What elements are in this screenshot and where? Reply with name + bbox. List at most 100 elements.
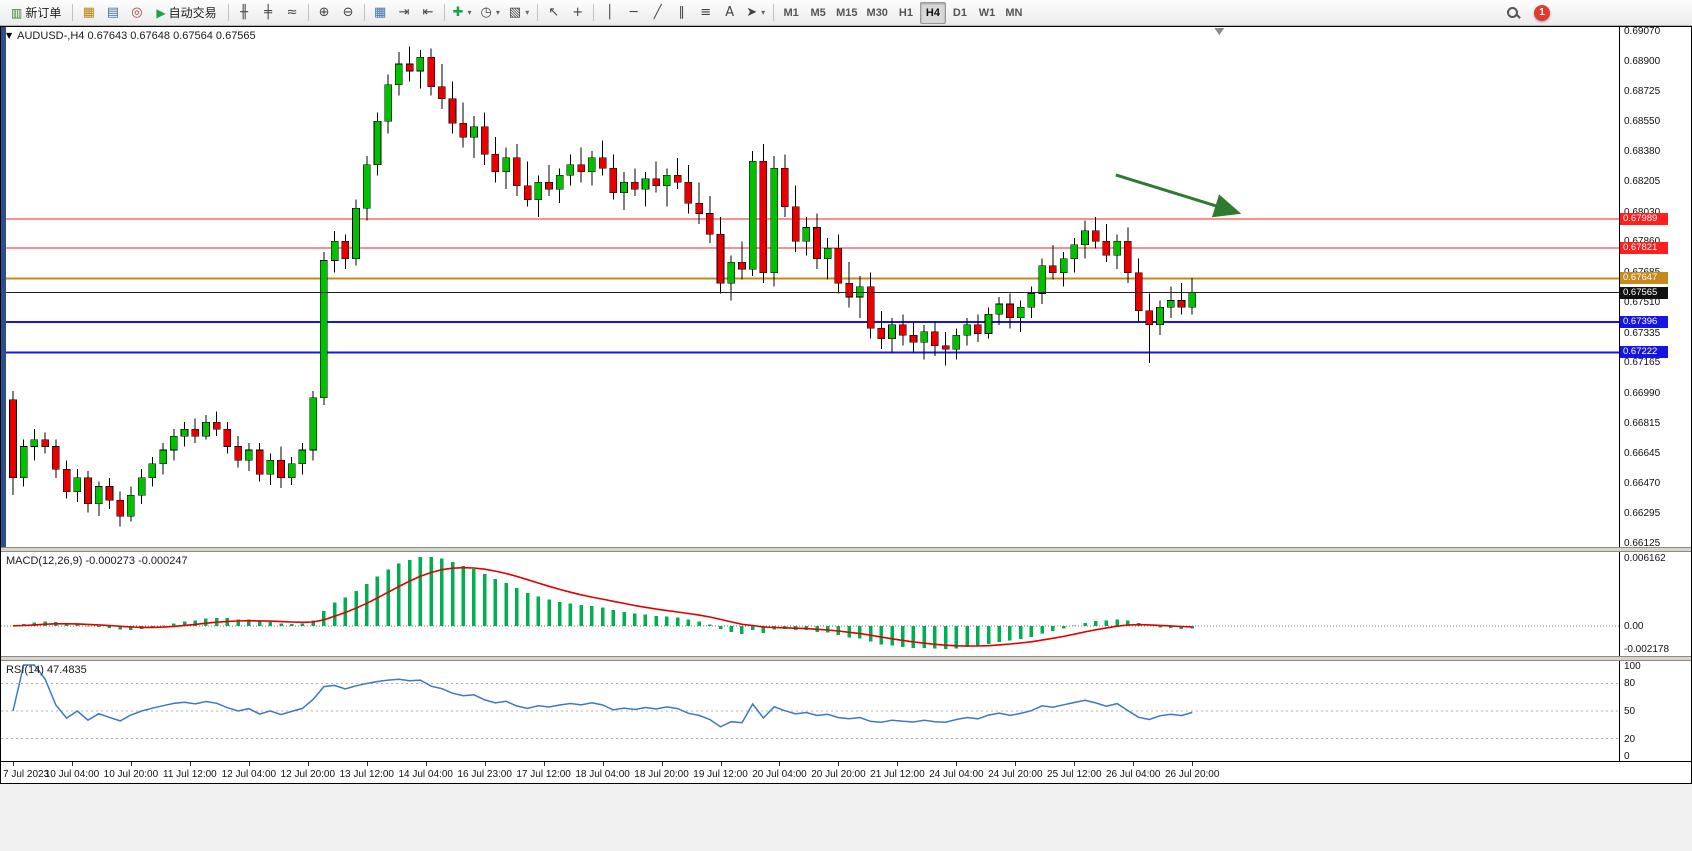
candles-layer: [9, 46, 1196, 527]
macd-axis: 0.006162 0.00 -0.002178: [1619, 552, 1691, 656]
timeframe-m15-button[interactable]: M15: [836, 6, 858, 19]
fibonacci-icon: ≡: [700, 5, 712, 20]
line-chart-button[interactable]: ≈: [281, 2, 304, 24]
channel-button[interactable]: ∥: [670, 2, 693, 24]
timeframe-m1-button[interactable]: M1: [783, 6, 799, 19]
current-price-tag: 0.67565: [1620, 286, 1668, 299]
crosshair-icon: +: [572, 5, 584, 20]
crosshair-button[interactable]: +: [566, 2, 589, 24]
price-level-tag: 0.67222: [1620, 346, 1668, 359]
time-tick: [1133, 762, 1135, 766]
time-tick: [13, 762, 14, 766]
fibonacci-button[interactable]: ≡: [694, 2, 717, 24]
time-axis-label: 17 Jul 12:00: [516, 769, 571, 780]
one-click-trading-toggle[interactable]: ▼: [6, 31, 13, 40]
time-axis-label: 12 Jul 04:00: [221, 769, 277, 780]
bar-chart-button[interactable]: ╫: [233, 2, 256, 24]
price-level-tag: 0.67821: [1620, 242, 1668, 255]
notification-badge[interactable]: 1: [1534, 4, 1550, 21]
price-chart-plot[interactable]: ▼ AUDUSD-,H4 0.67643 0.67648 0.67564 0.6…: [1, 27, 1619, 547]
auto-scroll-button[interactable]: ⇥: [393, 2, 416, 24]
templates-button[interactable]: ▧ ▾: [505, 2, 533, 24]
timeframe-m5-button[interactable]: M5: [810, 6, 826, 19]
time-axis-label: 14 Jul 04:00: [398, 769, 453, 780]
new-order-button-label: 新订单: [25, 6, 62, 20]
arrows-button[interactable]: ➤ ▾: [742, 2, 769, 24]
market-watch-button[interactable]: ◎: [125, 2, 148, 24]
time-tick: [602, 762, 604, 766]
price-axis-label: 0.68550: [1624, 116, 1661, 128]
indicators-icon: ✚: [452, 5, 464, 20]
rsi-axis-label: 0: [1624, 751, 1630, 761]
text-icon: A: [725, 5, 735, 20]
timeframe-w1-button[interactable]: W1: [978, 6, 996, 19]
timeframe-h4-button[interactable]: H4: [919, 1, 946, 24]
time-axis-label: 26 Jul 20:00: [1164, 769, 1220, 780]
time-tick: [189, 762, 191, 766]
vertical-line-icon: │: [605, 5, 614, 20]
time-tick: [956, 762, 958, 766]
toolbar: ▥ 新订单 ▦ ▤ ◎ ▶ 自动交易 ╫ ╪ ≈ ⊕ ⊖ ▦ ⇥ ⇤ ✚ ▾ ◷ ▾ ▧ ▾ ↖ + │ ─ ╱ ∥ ≡ A ➤ ▾ M1 M5…: [0, 0, 1692, 26]
toolbar-separator: [443, 4, 445, 21]
periods-button[interactable]: ◷ ▾: [477, 2, 504, 24]
time-axis-label: 24 Jul 04:00: [929, 769, 984, 780]
search-button[interactable]: [1501, 2, 1524, 24]
trend-arrow[interactable]: [1115, 173, 1242, 218]
zoom-out-button[interactable]: ⊖: [337, 2, 360, 24]
time-tick: [307, 762, 309, 766]
profiles-button[interactable]: ▤: [101, 2, 124, 24]
price-axis-label: 0.66990: [1624, 387, 1661, 399]
macd-plot[interactable]: MACD(12,26,9) -0.000273 -0.000247: [1, 552, 1619, 656]
rsi-label: RSI(14) 47.4835: [6, 664, 87, 676]
templates-icon: ▧: [508, 5, 522, 20]
candlestick-chart-icon: ╪: [264, 5, 273, 20]
price-chart-canvas[interactable]: [1, 27, 1619, 547]
price-level-tag: 0.67989: [1620, 212, 1668, 225]
rsi-plot[interactable]: RSI(14) 47.4835: [1, 661, 1619, 761]
toolbar-separator: [227, 4, 229, 21]
periods-icon: ◷: [480, 5, 492, 20]
timeframe-h1-button[interactable]: H1: [898, 6, 913, 19]
toolbar-left-group: ▥ 新订单 ▦ ▤ ◎ ▶ 自动交易 ╫ ╪ ≈ ⊕ ⊖ ▦ ⇥ ⇤ ✚ ▾ ◷ ▾ ▧ ▾ ↖ + │ ─ ╱ ∥ ≡ A ➤ ▾ M1 M5…: [4, 1, 1027, 24]
main-chart-panel: ▼ AUDUSD-,H4 0.67643 0.67648 0.67564 0.6…: [1, 27, 1691, 547]
panel-separator[interactable]: [1, 547, 1691, 552]
toolbar-separator: [72, 4, 74, 21]
autotrading-button[interactable]: ▶ 自动交易: [149, 2, 223, 24]
charts-icon: ▦: [82, 5, 95, 20]
charts-button[interactable]: ▦: [77, 2, 100, 24]
trendline-button[interactable]: ╱: [646, 2, 669, 24]
bottom-strip: [0, 784, 1692, 851]
rsi-axis-label: 50: [1624, 706, 1636, 717]
time-axis[interactable]: 7 Jul 2023 10 Jul 04:00 10 Jul 20:00 11 Jul…: [1, 761, 1691, 783]
cursor-button[interactable]: ↖: [542, 2, 565, 24]
timeframe-d1-button[interactable]: D1: [952, 6, 967, 19]
tile-windows-icon: ▦: [373, 5, 387, 20]
chart-shift-icon: ⇤: [422, 5, 434, 20]
tile-windows-button[interactable]: ▦: [369, 2, 392, 24]
timeframe-m30-button[interactable]: M30: [866, 6, 888, 19]
zoom-in-button[interactable]: ⊕: [313, 2, 336, 24]
price-axis-label: 0.66645: [1624, 447, 1661, 459]
indicators-button[interactable]: ✚ ▾: [449, 2, 476, 24]
panel-separator[interactable]: [1, 656, 1691, 661]
price-axis[interactable]: 0.69070 0.68900 0.68725 0.68550 0.68380 0.682…: [1619, 27, 1691, 547]
horizontal-line-button[interactable]: ─: [622, 2, 645, 24]
chart-shift-marker[interactable]: [1214, 28, 1225, 35]
time-axis-label: 24 Jul 20:00: [988, 769, 1043, 780]
price-axis-label: 0.68030: [1624, 207, 1660, 218]
text-button[interactable]: A: [718, 2, 741, 24]
chevron-down-icon: ▾: [761, 8, 766, 17]
time-axis-label: 19 Jul 12:00: [693, 769, 748, 780]
chart-title-row: ▼ AUDUSD-,H4 0.67643 0.67648 0.67564 0.6…: [6, 30, 256, 42]
candlestick-chart-button[interactable]: ╪: [257, 2, 280, 24]
left-edge-bar: [1, 27, 6, 547]
timeframe-mn-button[interactable]: MN: [1005, 6, 1023, 19]
price-axis-label: 0.66125: [1624, 538, 1661, 547]
time-tick: [366, 762, 368, 766]
vertical-line-button[interactable]: │: [598, 2, 621, 24]
chart-window: ▼ AUDUSD-,H4 0.67643 0.67648 0.67564 0.6…: [0, 26, 1692, 784]
chart-shift-button[interactable]: ⇤: [417, 2, 440, 24]
time-tick: [1015, 762, 1017, 766]
rsi-axis-label: 20: [1624, 733, 1636, 745]
new-order-button[interactable]: ▥ 新订单: [4, 2, 68, 24]
